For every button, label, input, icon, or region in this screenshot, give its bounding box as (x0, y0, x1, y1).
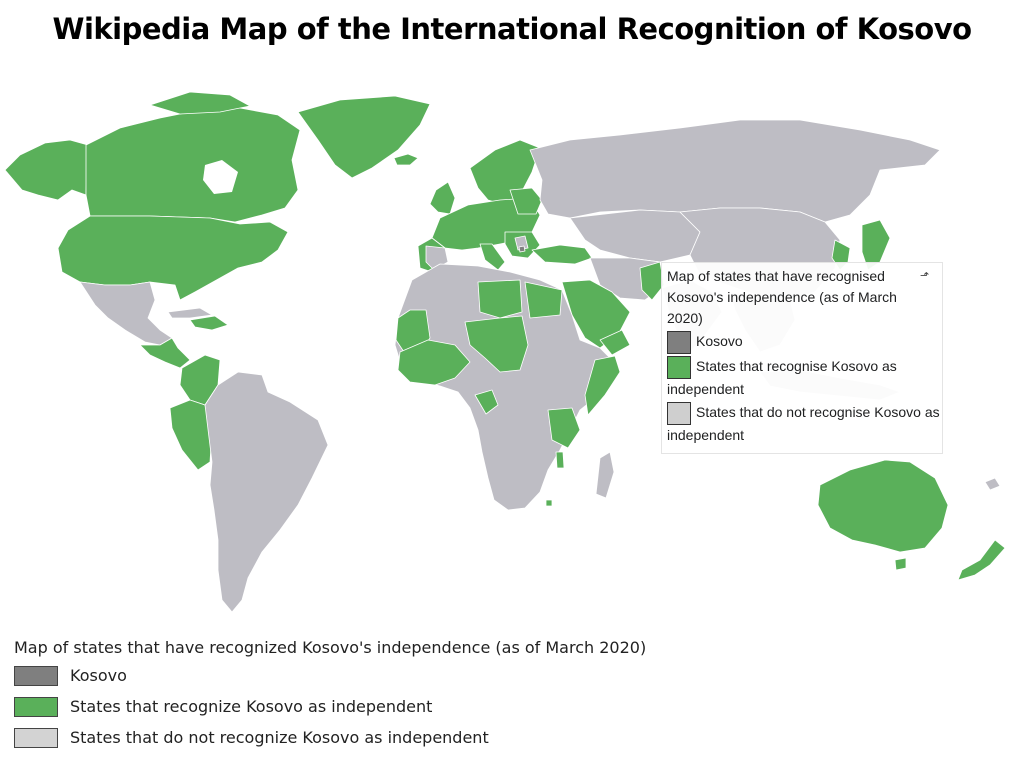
region-new-zealand (957, 539, 1006, 581)
region-uk-ireland (429, 181, 456, 215)
inset-legend-item-recognise: States that recognise Kosovo as independ… (667, 356, 942, 400)
region-yemen-oman (599, 329, 631, 356)
region-russia (529, 119, 941, 223)
bottom-legend-item-kosovo: Kosovo (14, 660, 1004, 691)
region-italy (479, 243, 506, 271)
region-horn-of-africa (584, 355, 621, 416)
region-cuba (167, 307, 213, 319)
region-australia (817, 459, 949, 553)
region-mexico (79, 281, 173, 346)
region-kosovo (518, 245, 526, 253)
region-alaska (4, 139, 89, 201)
region-chad-niger (464, 315, 529, 373)
region-serbia (514, 235, 529, 251)
region-greenland (297, 95, 431, 179)
inset-legend-item-not-recognise: States that do not recognise Kosovo as i… (667, 402, 942, 446)
bottom-swatch-recognise (14, 696, 58, 717)
inset-legend-label: States that recognise Kosovo as independ… (667, 358, 897, 397)
region-usa (57, 215, 289, 301)
inset-swatch-kosovo (667, 331, 691, 354)
region-central-america (139, 337, 191, 369)
map-title: Wikipedia Map of the International Recog… (52, 12, 972, 46)
inset-legend-caption: Map of states that have recognised Kosov… (667, 268, 897, 326)
region-middle-east-green (639, 261, 665, 301)
region-baltics-poland (509, 187, 543, 215)
region-tasmania (894, 557, 907, 571)
inset-legend: Map of states that have recognised Kosov… (661, 262, 943, 454)
bottom-legend-label: States that do not recognize Kosovo as i… (70, 728, 489, 747)
region-canada-islands (149, 91, 251, 115)
region-caribbean (189, 315, 229, 331)
bottom-swatch-not-recognise (14, 727, 58, 748)
bottom-legend-label: Kosovo (70, 666, 127, 685)
inset-legend-label: States that do not recognise Kosovo as i… (667, 404, 940, 443)
region-canada (85, 107, 301, 223)
external-link-icon[interactable]: ⬏ (920, 270, 930, 282)
region-pacific-islands (984, 477, 1001, 491)
region-turkey (531, 244, 593, 265)
bottom-legend-label: States that recognize Kosovo as independ… (70, 697, 433, 716)
region-eswatini (545, 499, 553, 507)
region-egypt (524, 281, 563, 319)
bottom-legend-item-not-recognise: States that do not recognize Kosovo as i… (14, 722, 1004, 753)
inset-legend-item-kosovo: Kosovo (667, 331, 942, 354)
region-central-asia (569, 209, 701, 263)
inset-legend-label: Kosovo (696, 333, 743, 349)
inset-swatch-not-recognise (667, 402, 691, 425)
region-madagascar (595, 451, 615, 499)
region-iceland (393, 153, 419, 166)
region-central-africa-green (474, 389, 499, 415)
region-libya (477, 279, 523, 319)
region-malawi (555, 451, 565, 469)
bottom-legend-caption: Map of states that have recognized Kosov… (14, 638, 647, 657)
region-tanzania (547, 407, 581, 449)
region-peru (169, 399, 213, 471)
region-west-africa (397, 339, 471, 386)
bottom-legend-item-recognise: States that recognize Kosovo as independ… (14, 691, 1004, 722)
world-map (4, 91, 1006, 613)
inset-swatch-recognise (667, 356, 691, 379)
region-south-america (204, 371, 329, 613)
bottom-legend: Map of states that have recognized Kosov… (14, 636, 1004, 753)
bottom-swatch-kosovo (14, 665, 58, 686)
region-hudson-bay (203, 160, 238, 194)
